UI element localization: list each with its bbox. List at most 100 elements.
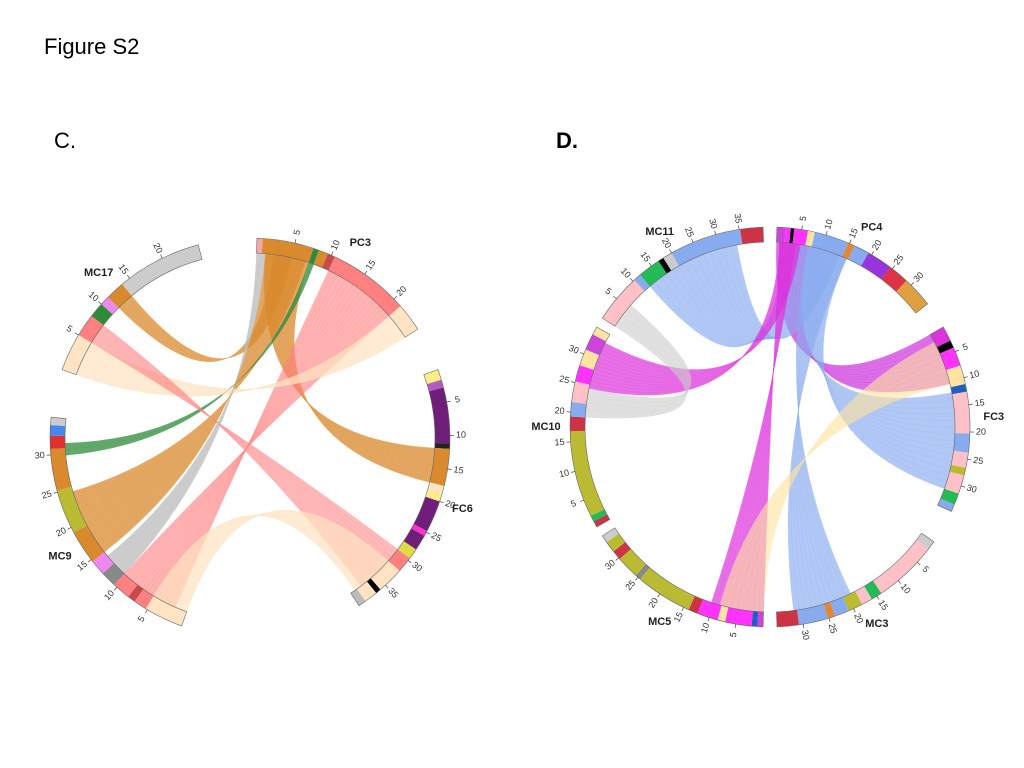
tick-label: 20: [444, 498, 457, 511]
chromosome-band: [613, 542, 631, 559]
tick-mark: [53, 491, 58, 494]
tick-label: 20: [54, 525, 67, 538]
chromosome-band: [585, 334, 607, 356]
chromosome-band: [872, 540, 929, 594]
tick-mark: [439, 501, 444, 504]
tick-label: 15: [638, 250, 652, 264]
chromosome-band: [896, 280, 928, 314]
tick-label: 25: [973, 455, 984, 466]
tick-label: 5: [798, 215, 809, 222]
tick-label: 10: [699, 622, 712, 635]
tick-mark: [446, 400, 451, 403]
tick-label: 30: [603, 558, 617, 572]
tick-mark: [801, 225, 803, 230]
chromosome-band: [122, 244, 203, 296]
tick-mark: [87, 559, 92, 563]
chromosome-band: [427, 482, 445, 494]
tick-mark: [331, 251, 334, 256]
chromosome-label: MC3: [865, 618, 888, 630]
chromosome-band: [805, 230, 815, 247]
chromosome-band: [688, 596, 703, 614]
chromosome-band: [370, 560, 400, 590]
link-ribbons: [585, 241, 956, 613]
chromosome-band: [429, 387, 450, 444]
chromosome-outline: [601, 226, 764, 327]
chromosome-band: [953, 433, 970, 453]
tick-label: 30: [911, 270, 925, 284]
chromosome-band: [939, 347, 961, 371]
tick-mark: [828, 618, 831, 623]
chromosome-band: [640, 567, 695, 610]
chromosome-band: [606, 533, 626, 552]
tick-label: 25: [827, 622, 840, 635]
tick-mark: [571, 471, 576, 473]
chromosome-band: [321, 253, 335, 271]
tick-mark: [738, 225, 740, 230]
chromosome-band: [776, 610, 800, 627]
chromosome-mc3: 5 10 15 20 25 30 MC3: [776, 532, 935, 641]
chromosome-band: [602, 527, 619, 543]
tick-label: 5: [603, 286, 613, 297]
tick-label: 10: [822, 218, 834, 230]
chromosome-band: [62, 334, 92, 375]
tick-label: 20: [646, 596, 660, 610]
tick-mark: [629, 278, 634, 282]
tick-label: 20: [870, 238, 884, 252]
tick-label: 10: [87, 289, 101, 303]
tick-label: 25: [430, 530, 444, 544]
chromosome-band: [842, 591, 863, 611]
tick-label: 20: [394, 284, 408, 298]
chromosome-band: [114, 573, 138, 597]
tick-label: 25: [683, 225, 696, 238]
tick-mark: [955, 349, 960, 352]
tick-label: 10: [968, 368, 980, 380]
tick-mark: [734, 623, 737, 629]
chromosome-band: [308, 248, 319, 265]
chromosome-band: [50, 448, 72, 491]
chromosome-band: [350, 588, 366, 606]
chromosome-band: [751, 611, 759, 627]
chromosome-band: [411, 524, 428, 536]
tick-mark: [961, 485, 966, 488]
chromosome-label: MC11: [645, 226, 674, 238]
tick-label: 15: [847, 227, 860, 240]
tick-mark: [825, 231, 828, 236]
chromosome-band: [145, 595, 187, 626]
chromosome-band: [590, 509, 607, 522]
tick-label: 10: [899, 582, 913, 596]
chromosome-band: [671, 229, 743, 266]
tick-label: 10: [456, 430, 466, 440]
chromosome-band: [366, 578, 381, 594]
tick-label: 5: [454, 394, 461, 405]
tick-label: 5: [921, 564, 931, 575]
chromosome-band: [855, 586, 872, 605]
tick-label: 20: [852, 612, 865, 625]
tick-mark: [447, 468, 452, 470]
panel-label-d: D.: [556, 128, 578, 153]
chromosome-band: [725, 607, 753, 627]
tick-mark: [571, 381, 576, 383]
tick-label: 10: [102, 588, 116, 602]
chromosome-band: [579, 349, 600, 370]
chromosome-band: [328, 256, 401, 317]
chromosome-band: [57, 486, 87, 533]
chromosome-band: [602, 280, 645, 327]
chromosome-outline: [601, 527, 764, 628]
chromosome-band: [946, 365, 966, 388]
chromosome-band: [950, 384, 967, 395]
tick-mark: [910, 282, 915, 286]
tick-label: 15: [876, 598, 890, 612]
tick-label: 10: [619, 266, 633, 280]
tick-mark: [613, 295, 617, 300]
tick-label: 20: [151, 241, 164, 254]
tick-mark: [615, 557, 619, 561]
chromosome-fc3: 5 10 15 20 25 30 FC3: [929, 326, 1004, 512]
tick-label: 35: [386, 586, 400, 600]
chromosome-outline: [929, 326, 971, 512]
chromosome-outline: [569, 326, 611, 528]
chromosome-mc5: 5 10 15 20 25 30 MC5: [601, 527, 764, 638]
tick-label: 15: [554, 437, 565, 448]
tick-mark: [364, 270, 368, 275]
chromosome-band: [570, 401, 587, 418]
tick-mark: [681, 607, 684, 612]
